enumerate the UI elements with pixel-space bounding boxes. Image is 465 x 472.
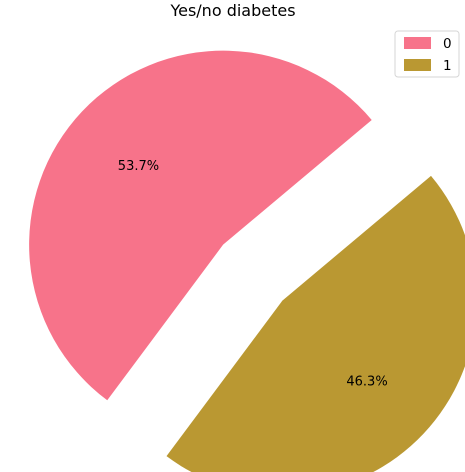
legend-label-0: 0 — [443, 36, 452, 52]
slice-label-0: 53.7% — [118, 159, 159, 174]
legend-label-1: 1 — [443, 58, 452, 74]
legend: 01 — [394, 30, 460, 78]
legend-swatch-1 — [404, 59, 431, 71]
pie-slice-1 — [166, 175, 465, 472]
slice-label-1: 46.3% — [346, 374, 387, 389]
pie-slices — [29, 50, 465, 472]
chart-title: Yes/no diabetes — [169, 1, 295, 20]
pie-labels: 53.7% 46.3% — [118, 159, 388, 390]
legend-swatch-0 — [404, 37, 431, 49]
pie-slice-0 — [29, 50, 372, 401]
